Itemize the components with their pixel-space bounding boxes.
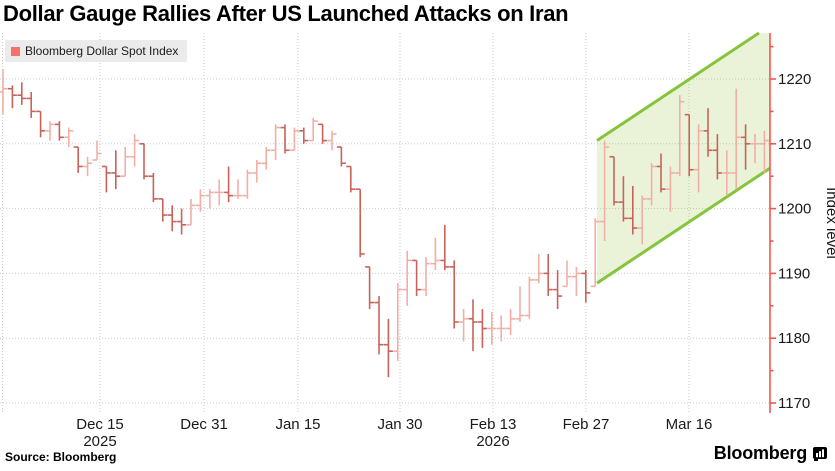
svg-text:Jan 30: Jan 30	[377, 416, 422, 433]
svg-text:Feb 13: Feb 13	[470, 416, 517, 433]
svg-text:1210: 1210	[778, 136, 811, 153]
bloomberg-brand: Bloomberg	[714, 443, 827, 464]
svg-text:1180: 1180	[778, 330, 810, 347]
svg-text:Mar 16: Mar 16	[666, 416, 713, 433]
svg-text:Dec 31: Dec 31	[180, 416, 228, 433]
svg-text:1170: 1170	[778, 395, 810, 412]
legend-label: Bloomberg Dollar Spot Index	[25, 44, 179, 58]
chart-title: Dollar Gauge Rallies After US Launched A…	[3, 1, 569, 26]
svg-text:Index level: Index level	[823, 187, 835, 259]
svg-text:Feb 27: Feb 27	[563, 416, 610, 433]
price-bars	[0, 69, 769, 378]
y-axis: 1170 1180 1190 1200 1210 1220	[769, 33, 811, 413]
svg-text:2026: 2026	[476, 433, 509, 450]
trend-channel	[596, 31, 771, 285]
source-note: Source: Bloomberg	[5, 450, 117, 464]
y-axis-title: Index level	[823, 187, 835, 259]
svg-text:Dec 15: Dec 15	[76, 416, 124, 433]
bloomberg-wordmark: Bloomberg	[713, 443, 807, 463]
svg-text:1200: 1200	[778, 201, 811, 218]
legend: Bloomberg Dollar Spot Index	[5, 40, 188, 62]
legend-swatch-icon	[11, 46, 20, 56]
svg-text:1190: 1190	[778, 265, 810, 282]
bloomberg-bars-icon	[813, 446, 827, 461]
svg-text:Jan 15: Jan 15	[275, 416, 320, 433]
svg-text:1220: 1220	[778, 71, 811, 88]
svg-text:2025: 2025	[83, 433, 116, 450]
